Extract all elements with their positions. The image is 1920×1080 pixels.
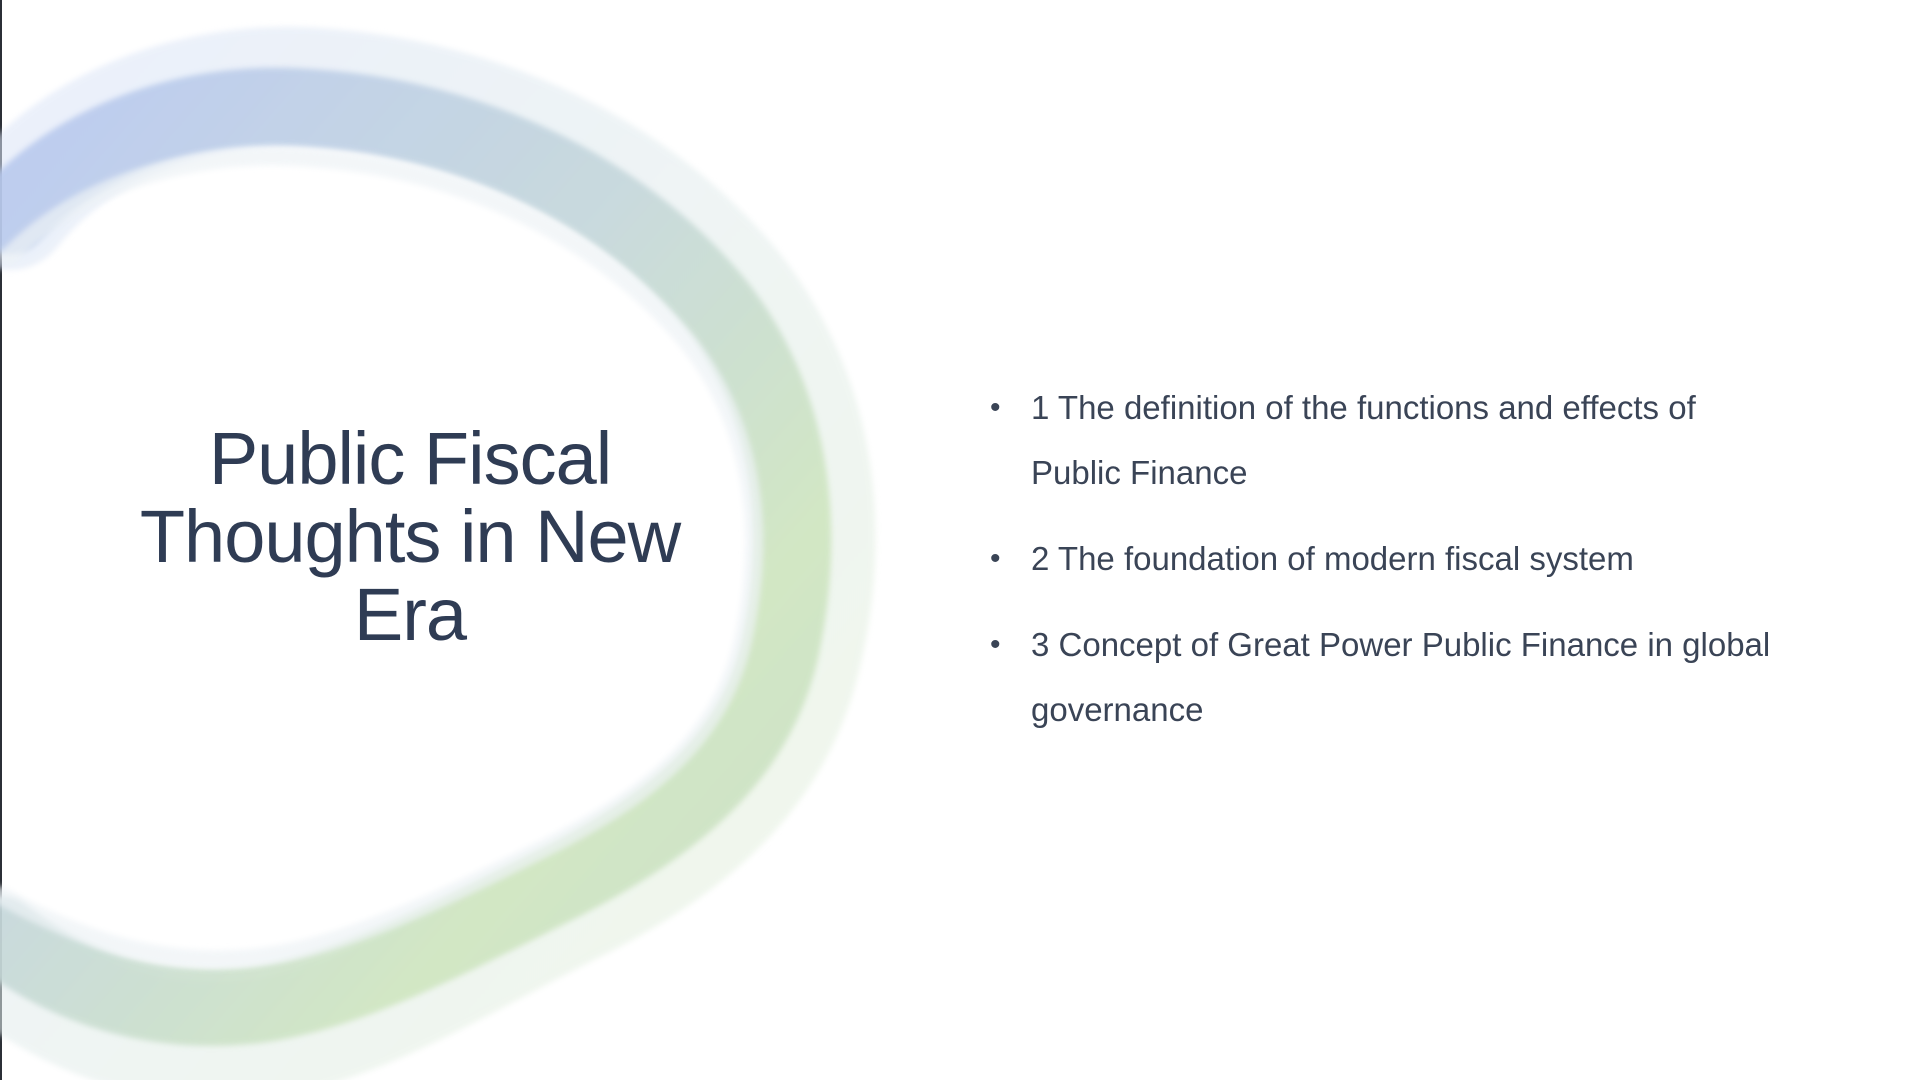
bullet-text: 3 Concept of Great Power Public Finance … xyxy=(1031,626,1771,728)
bullet-text: 1 The definition of the functions and ef… xyxy=(1031,389,1696,491)
bullet-item: • 2 The foundation of modern fiscal syst… xyxy=(990,526,1790,591)
bullet-icon: • xyxy=(990,391,1001,424)
bullet-text: 2 The foundation of modern fiscal system xyxy=(1031,540,1634,577)
window-edge xyxy=(0,0,2,1080)
bullet-icon: • xyxy=(990,628,1001,661)
bullet-item: • 3 Concept of Great Power Public Financ… xyxy=(990,612,1790,742)
bullet-item: • 1 The definition of the functions and … xyxy=(990,375,1790,505)
bullet-list: • 1 The definition of the functions and … xyxy=(990,375,1790,763)
slide-title: Public Fiscal Thoughts in New Era xyxy=(139,417,681,656)
bullet-icon: • xyxy=(990,542,1001,575)
